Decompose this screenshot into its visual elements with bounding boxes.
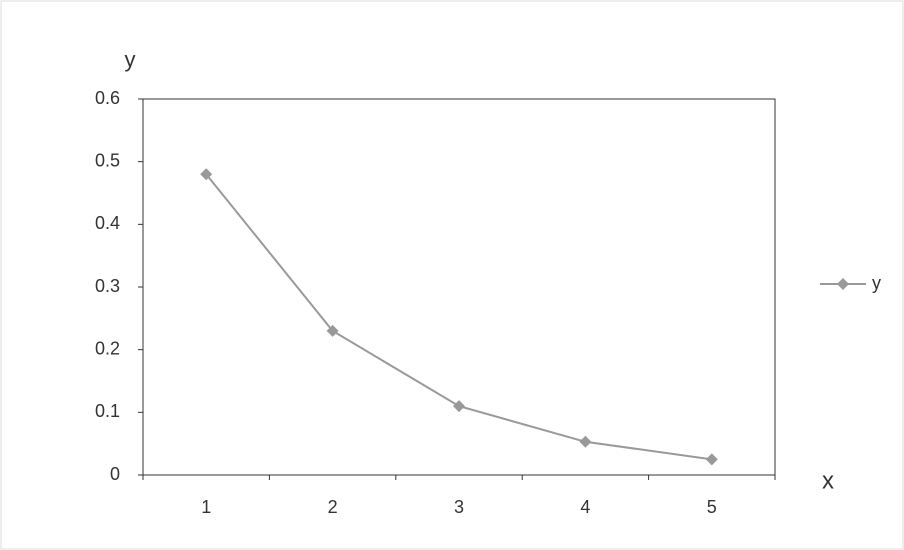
y-axis-label: y bbox=[125, 47, 136, 72]
legend-marker bbox=[837, 278, 849, 290]
data-point bbox=[579, 435, 592, 448]
y-tick-label: 0.4 bbox=[95, 213, 120, 233]
legend-label: y bbox=[872, 273, 881, 293]
y-tick-label: 0.6 bbox=[95, 88, 120, 108]
data-point bbox=[453, 400, 465, 413]
x-tick-label: 3 bbox=[454, 497, 464, 517]
y-tick-label: 0 bbox=[110, 464, 120, 484]
x-tick-label: 5 bbox=[707, 497, 717, 517]
y-tick-label: 0.2 bbox=[95, 338, 120, 358]
x-tick-label: 1 bbox=[201, 497, 211, 517]
data-point bbox=[326, 324, 339, 337]
y-tick-label: 0.3 bbox=[95, 276, 120, 296]
data-point bbox=[705, 453, 718, 466]
x-tick-label: 4 bbox=[580, 497, 590, 517]
x-axis-label: x bbox=[822, 467, 834, 494]
x-tick-label: 2 bbox=[328, 497, 338, 517]
y-tick-label: 0.1 bbox=[95, 401, 120, 421]
data-point bbox=[200, 168, 213, 181]
y-tick-label: 0.5 bbox=[95, 150, 120, 170]
